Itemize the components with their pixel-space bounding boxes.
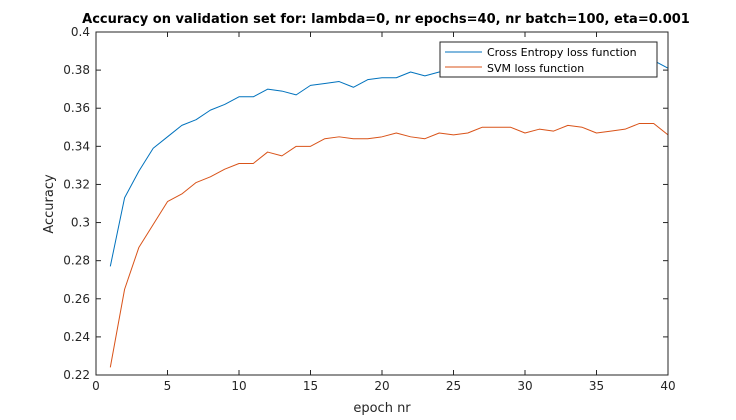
x-tick-label: 0 — [92, 379, 100, 393]
y-tick-label: 0.22 — [63, 368, 90, 382]
plot-area — [96, 32, 668, 375]
legend-label-cross-entropy: Cross Entropy loss function — [487, 46, 637, 59]
y-tick-label: 0.24 — [63, 330, 90, 344]
x-tick-label: 25 — [446, 379, 461, 393]
x-tick-label: 40 — [660, 379, 675, 393]
y-tick-label: 0.36 — [63, 101, 90, 115]
y-tick-label: 0.3 — [71, 216, 90, 230]
x-tick-label: 10 — [231, 379, 246, 393]
x-tick-label: 20 — [374, 379, 389, 393]
x-axis-label: epoch nr — [353, 401, 411, 416]
plot-frame — [95, 31, 669, 376]
legend-label-svm: SVM loss function — [487, 62, 584, 75]
y-tick-label: 0.34 — [63, 139, 90, 153]
series-line-svm — [109, 122, 669, 368]
legend: Cross Entropy loss function SVM loss fun… — [439, 41, 658, 78]
y-tick-label: 0.32 — [63, 177, 90, 191]
y-axis-label: Accuracy — [42, 174, 57, 234]
y-tick-label: 0.4 — [71, 25, 90, 39]
y-tick-label: 0.38 — [63, 63, 90, 77]
x-tick-label: 15 — [303, 379, 318, 393]
x-tick-label: 5 — [164, 379, 172, 393]
x-tick-label: 35 — [589, 379, 604, 393]
chart-title: Accuracy on validation set for: lambda=0… — [82, 12, 690, 27]
y-tick-label: 0.26 — [63, 292, 90, 306]
x-tick-label: 30 — [517, 379, 532, 393]
legend-box — [439, 41, 658, 78]
axis-ticks: 0 5 10 15 20 25 30 35 40 0.22 0.24 0.26 0.28 0.3 0.32 0… — [63, 25, 675, 393]
y-tick-label: 0.28 — [63, 254, 90, 268]
